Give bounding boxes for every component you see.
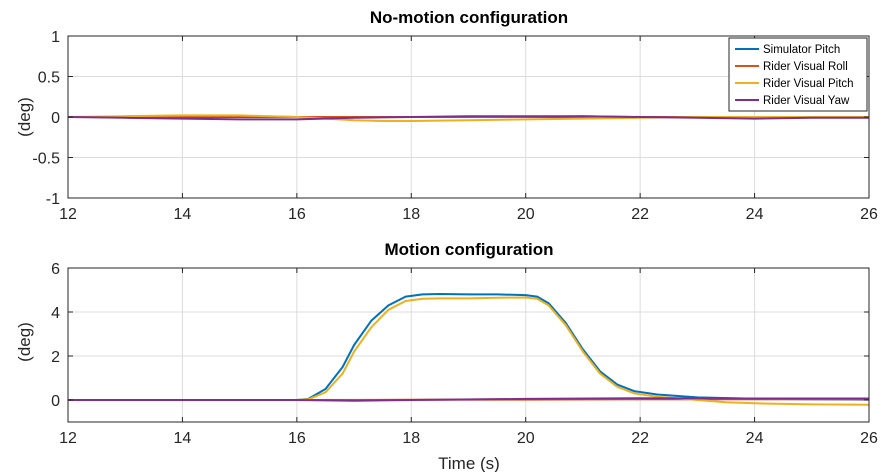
y-tick-label: -1 [46, 191, 60, 208]
x-tick-label: 16 [288, 206, 306, 223]
x-axis-label: Time (s) [438, 454, 500, 472]
y-tick-label: 0 [51, 110, 60, 127]
x-tick-label: 24 [746, 430, 764, 447]
axes-box [67, 35, 870, 199]
legend-label: Simulator Pitch [763, 44, 840, 56]
y-tick-label: 0 [51, 393, 60, 410]
x-tick-label: 14 [174, 430, 192, 447]
x-tick-label: 20 [517, 430, 535, 447]
x-tick-label: 22 [631, 430, 649, 447]
y-tick-label: 1 [51, 29, 60, 46]
y-tick-label: 2 [51, 349, 60, 366]
y-axis-label: (deg) [15, 97, 34, 137]
x-tick-label: 18 [402, 430, 420, 447]
legend-label: Rider Visual Pitch [763, 78, 854, 90]
chart-title: Motion configuration [384, 240, 553, 259]
motion-chart: Motion configuration 12 14 16 18 20 22 24 26024… [15, 240, 878, 472]
legend-label: Rider Visual Roll [763, 61, 848, 73]
series-line [67, 115, 869, 121]
x-tick-label: 12 [59, 430, 77, 447]
y-tick-label: -0.5 [32, 151, 60, 168]
x-tick-label: 18 [402, 206, 420, 223]
legend-box [728, 37, 868, 112]
series-line [68, 293, 870, 401]
x-tick-label: 12 [59, 206, 77, 223]
legend-label: Rider Visual Yaw [763, 95, 850, 107]
no-motion-chart: No-motion configuration 12 14 16 18 20 22 24 26… [15, 8, 878, 223]
x-tick-label: 24 [746, 206, 764, 223]
legend: Simulator Pitch Rider Visual Roll Rider Vi… [728, 37, 868, 112]
y-tick-label: 4 [51, 305, 60, 322]
axes-box [67, 267, 870, 423]
x-tick-label: 26 [860, 430, 878, 447]
x-tick-label: 20 [517, 206, 535, 223]
x-tick-label: 26 [860, 206, 878, 223]
series-line [68, 397, 869, 402]
chart-title: No-motion configuration [370, 8, 568, 27]
y-tick-label: 6 [51, 261, 60, 278]
x-tick-label: 22 [631, 206, 649, 223]
y-axis-label: (deg) [15, 322, 34, 362]
x-tick-label: 14 [174, 206, 192, 223]
y-tick-label: 0.5 [38, 70, 60, 87]
x-tick-label: 16 [288, 430, 306, 447]
